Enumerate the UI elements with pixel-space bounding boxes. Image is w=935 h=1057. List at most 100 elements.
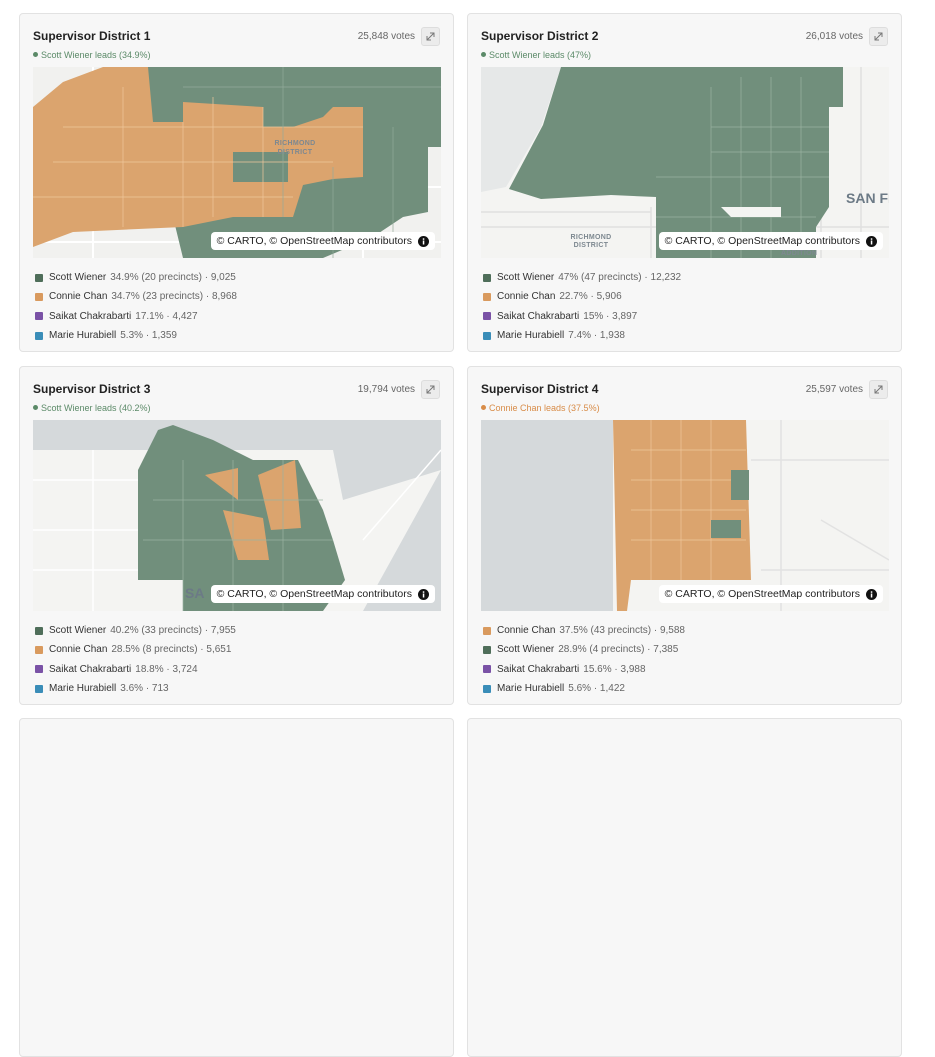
- expand-icon: [874, 385, 883, 394]
- expand-button[interactable]: [869, 380, 888, 399]
- leader-text: Scott Wiener leads (40.2%): [41, 403, 151, 413]
- leader-dot: [33, 52, 38, 57]
- map-label: SAN FI: [846, 190, 889, 206]
- map[interactable]: RICHMOND DISTRICT © CARTO, © OpenStreetM…: [33, 67, 441, 258]
- leader-text: Scott Wiener leads (47%): [489, 50, 592, 60]
- candidate-name: Saikat Chakrabarti: [497, 663, 580, 675]
- candidate-name: Marie Hurabiell: [497, 683, 565, 695]
- candidate-result: 15% · 3,897: [583, 310, 638, 322]
- legend-swatch: [483, 684, 491, 693]
- legend-row: Scott Wiener 28.9% (4 precincts) · 7,385: [483, 640, 685, 659]
- map[interactable]: SA © CARTO, © OpenStreetMap contributors: [33, 420, 441, 611]
- candidate-name: Marie Hurabiell: [497, 330, 565, 342]
- candidate-result: 3.6% · 713: [120, 683, 169, 695]
- leader: Scott Wiener leads (34.9%): [33, 50, 151, 60]
- leader: Connie Chan leads (37.5%): [481, 403, 600, 413]
- attribution-text: © CARTO, © OpenStreetMap contributors: [216, 235, 412, 247]
- legend-row: Saikat Chakrabarti 18.8% · 3,724: [35, 660, 236, 679]
- page: Supervisor District 1 25,848 votes Scott…: [19, 13, 902, 1057]
- legend-row: Connie Chan 37.5% (43 precincts) · 9,588: [483, 621, 685, 640]
- attribution: © CARTO, © OpenStreetMap contributors: [210, 232, 435, 250]
- attribution: © CARTO, © OpenStreetMap contributors: [658, 232, 883, 250]
- legend-swatch: [35, 273, 43, 282]
- card-title: Supervisor District 2: [481, 29, 599, 43]
- card-title: Supervisor District 1: [33, 29, 151, 43]
- expand-icon: [426, 385, 435, 394]
- candidate-name: Connie Chan: [49, 291, 108, 303]
- candidate-result: 17.1% · 4,427: [135, 310, 198, 322]
- attribution-text: © CARTO, © OpenStreetMap contributors: [664, 588, 860, 600]
- card-title: Supervisor District 4: [481, 382, 599, 396]
- legend-swatch: [35, 665, 43, 674]
- legend-swatch: [483, 626, 491, 635]
- expand-button[interactable]: [421, 380, 440, 399]
- legend-row: Marie Hurabiell 5.3% · 1,359: [35, 326, 237, 345]
- candidate-name: Saikat Chakrabarti: [497, 310, 580, 322]
- map-canvas: [481, 420, 889, 611]
- candidate-result: 5.3% · 1,359: [120, 330, 177, 342]
- info-icon[interactable]: [866, 235, 877, 247]
- candidate-name: Connie Chan: [497, 625, 556, 637]
- vote-count: 26,018 votes: [805, 31, 863, 42]
- candidate-name: Scott Wiener: [49, 625, 107, 637]
- candidate-result: 28.5% (8 precincts) · 5,651: [111, 644, 232, 656]
- legend-swatch: [35, 331, 43, 340]
- legend-row: Saikat Chakrabarti 17.1% · 4,427: [35, 307, 237, 326]
- candidate-name: Connie Chan: [497, 291, 556, 303]
- district-card: Supervisor District 4 25,597 votes Conni…: [467, 366, 902, 705]
- legend-row: Scott Wiener 34.9% (20 precincts) · 9,025: [35, 268, 237, 287]
- candidate-name: Saikat Chakrabarti: [49, 310, 132, 322]
- legend-swatch: [483, 331, 491, 340]
- district-card: Supervisor District 1 25,848 votes Scott…: [19, 13, 454, 352]
- map[interactable]: RICHMOND DISTRICT SAN FI ADDITION © CART…: [481, 67, 889, 258]
- legend: Scott Wiener 34.9% (20 precincts) · 9,025…: [35, 268, 237, 345]
- map-label: SA: [185, 585, 204, 601]
- legend-row: Marie Hurabiell 3.6% · 713: [35, 679, 236, 698]
- legend-swatch: [483, 273, 491, 282]
- candidate-name: Scott Wiener: [497, 272, 555, 284]
- map-canvas: RICHMOND DISTRICT SAN FI ADDITION: [481, 67, 889, 258]
- candidate-result: 18.8% · 3,724: [135, 663, 198, 675]
- attribution-text: © CARTO, © OpenStreetMap contributors: [664, 235, 860, 247]
- legend-swatch: [483, 312, 491, 321]
- attribution-text: © CARTO, © OpenStreetMap contributors: [216, 588, 412, 600]
- legend-row: Marie Hurabiell 7.4% · 1,938: [483, 326, 681, 345]
- legend-swatch: [35, 312, 43, 321]
- vote-count: 19,794 votes: [357, 384, 415, 395]
- candidate-name: Saikat Chakrabarti: [49, 663, 132, 675]
- map-label: DISTRICT: [278, 149, 313, 156]
- legend-swatch: [35, 292, 43, 301]
- candidate-name: Scott Wiener: [49, 272, 107, 284]
- map-label: ADDITION: [781, 250, 817, 257]
- legend-swatch: [35, 684, 43, 693]
- attribution: © CARTO, © OpenStreetMap contributors: [658, 585, 883, 603]
- map[interactable]: © CARTO, © OpenStreetMap contributors: [481, 420, 889, 611]
- legend-swatch: [483, 665, 491, 674]
- info-icon[interactable]: [418, 235, 429, 247]
- leader: Scott Wiener leads (47%): [481, 50, 591, 60]
- district-card: [467, 718, 902, 1057]
- legend-row: Marie Hurabiell 5.6% · 1,422: [483, 679, 685, 698]
- attribution: © CARTO, © OpenStreetMap contributors: [210, 585, 435, 603]
- leader-dot: [481, 405, 486, 410]
- info-icon[interactable]: [866, 588, 877, 600]
- map-canvas: SA: [33, 420, 441, 611]
- expand-button[interactable]: [421, 27, 440, 46]
- legend-swatch: [483, 645, 491, 654]
- expand-icon: [426, 32, 435, 41]
- legend-swatch: [35, 645, 43, 654]
- legend: Scott Wiener 40.2% (33 precincts) · 7,955…: [35, 621, 236, 698]
- map-label: RICHMOND: [275, 140, 316, 147]
- legend-row: Saikat Chakrabarti 15% · 3,897: [483, 307, 681, 326]
- candidate-result: 34.9% (20 precincts) · 9,025: [110, 272, 236, 284]
- leader-dot: [481, 52, 486, 57]
- legend-row: Connie Chan 34.7% (23 precincts) · 8,968: [35, 287, 237, 306]
- candidate-result: 37.5% (43 precincts) · 9,588: [559, 625, 685, 637]
- candidate-result: 7.4% · 1,938: [568, 330, 625, 342]
- leader: Scott Wiener leads (40.2%): [33, 403, 151, 413]
- legend-row: Scott Wiener 47% (47 precincts) · 12,232: [483, 268, 681, 287]
- map-label: DISTRICT: [574, 242, 609, 249]
- expand-button[interactable]: [869, 27, 888, 46]
- info-icon[interactable]: [418, 588, 429, 600]
- legend-swatch: [35, 626, 43, 635]
